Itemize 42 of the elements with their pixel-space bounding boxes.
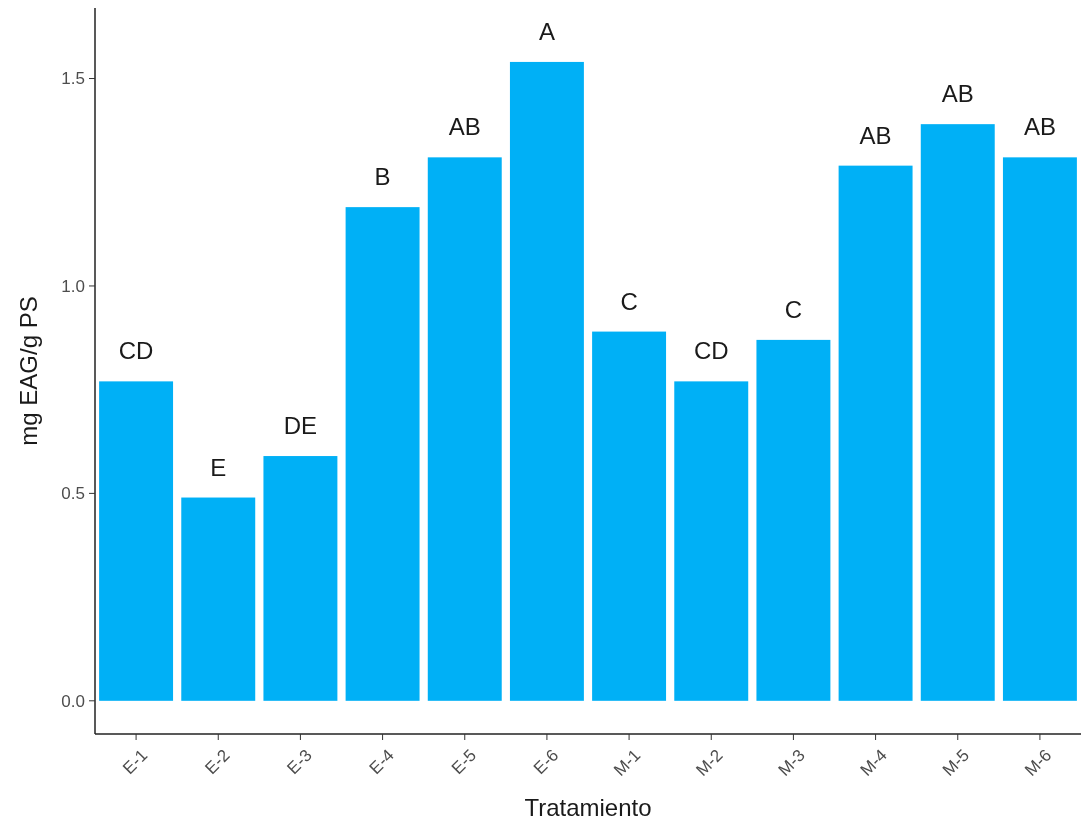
bar — [181, 497, 256, 701]
x-tick-label: M-5 — [938, 745, 973, 780]
x-tick-label: M-2 — [692, 745, 727, 780]
x-tick-label: E-1 — [119, 745, 152, 778]
bar — [1002, 157, 1077, 701]
bar — [99, 381, 174, 701]
bar — [427, 157, 502, 701]
x-tick-label: M-1 — [610, 745, 645, 780]
annotation: AB — [1023, 113, 1056, 141]
annotation: AB — [941, 80, 974, 108]
y-axis-title: mg EAG/g PS — [15, 296, 42, 446]
x-tick-label: M-4 — [856, 745, 891, 780]
bar — [345, 207, 420, 701]
y-tick-label: 1.5 — [61, 69, 85, 89]
y-tick-label: 1.0 — [61, 276, 85, 296]
x-tick-label: E-2 — [201, 745, 234, 778]
bar — [263, 456, 338, 701]
y-tick-label: 0.5 — [61, 484, 85, 504]
x-axis-title: Tratamiento — [524, 794, 652, 821]
bar — [674, 381, 749, 701]
x-tick-label: M-6 — [1021, 745, 1056, 780]
annotation: AB — [448, 113, 481, 141]
bar — [920, 124, 995, 701]
x-tick-label: M-3 — [774, 745, 809, 780]
annotation: B — [374, 163, 391, 191]
annotation: C — [784, 295, 803, 323]
bar — [509, 61, 584, 701]
annotation: CD — [118, 337, 154, 365]
x-tick-label: E-6 — [530, 745, 563, 778]
annotation: CD — [693, 337, 729, 365]
annotation: AB — [859, 121, 892, 149]
x-tick-label: E-3 — [283, 745, 316, 778]
bar — [592, 331, 667, 701]
bar — [838, 165, 913, 701]
x-tick-label: E-4 — [365, 745, 398, 778]
annotation: A — [538, 17, 555, 45]
x-tick-label: E-5 — [447, 745, 480, 778]
bar — [756, 339, 831, 701]
annotation: C — [620, 287, 638, 315]
y-tick-label: 0.0 — [61, 691, 85, 711]
annotation: E — [210, 453, 227, 481]
annotation: DE — [283, 412, 318, 440]
